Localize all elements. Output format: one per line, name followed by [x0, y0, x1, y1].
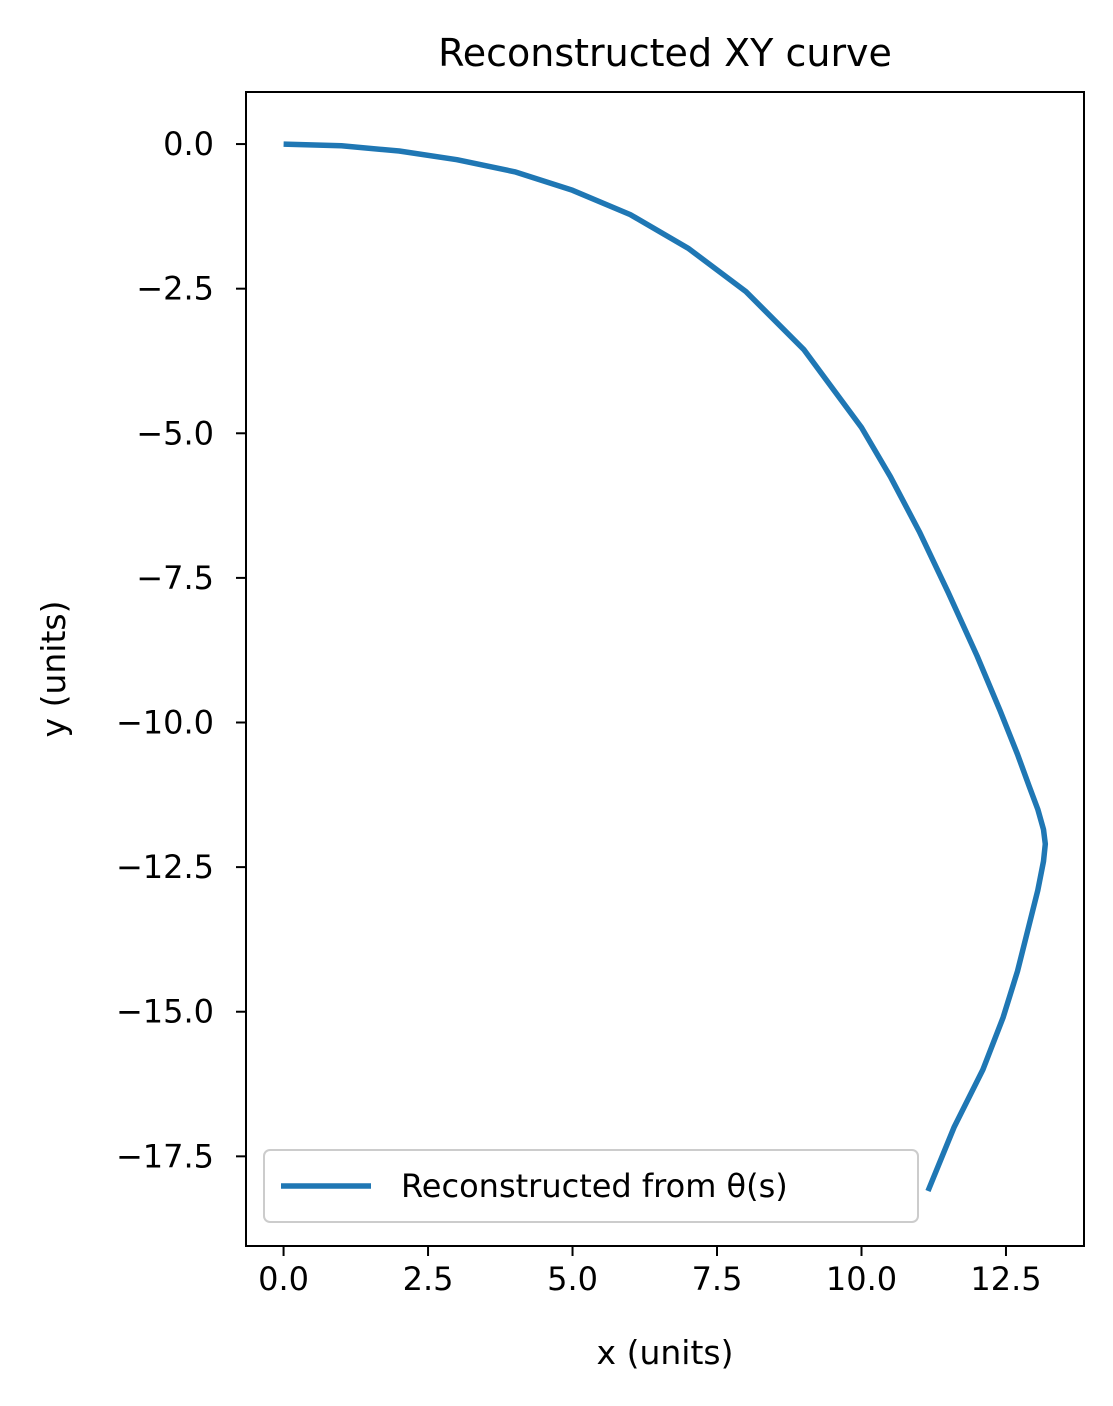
y-axis-label: y (units) — [34, 601, 73, 738]
legend-label: Reconstructed from θ(s) — [401, 1167, 788, 1205]
axis-ticks: 0.0 2.5 5.0 7.5 10.0 12.5 0.0 −2.5 −5.0 −7.5 −10.0… — [116, 125, 1042, 1298]
y-tick-label: −5.0 — [136, 414, 214, 452]
y-tick-label: −10.0 — [116, 704, 214, 742]
y-tick-label: −2.5 — [136, 270, 214, 308]
x-tick-label: 7.5 — [692, 1260, 743, 1298]
plot-frame — [245, 91, 1085, 1247]
x-tick-label: 5.0 — [547, 1260, 598, 1298]
x-tick-label: 0.0 — [258, 1260, 309, 1298]
legend: Reconstructed from θ(s) — [263, 1149, 919, 1223]
x-tick-label: 12.5 — [970, 1260, 1041, 1298]
legend-box — [263, 1149, 919, 1223]
series-line-0 — [283, 141, 1049, 1193]
plot-area — [245, 91, 1085, 1247]
y-tick-label: −12.5 — [116, 848, 214, 886]
chart-title: Reconstructed XY curve — [438, 31, 892, 75]
y-tick-label: −15.0 — [116, 993, 214, 1031]
y-tick-label: 0.0 — [163, 125, 214, 163]
y-tick-label: −17.5 — [116, 1137, 214, 1175]
y-tick-label: −7.5 — [136, 559, 214, 597]
x-axis-label: x (units) — [597, 1333, 734, 1372]
x-tick-label: 2.5 — [403, 1260, 454, 1298]
x-tick-label: 10.0 — [826, 1260, 897, 1298]
